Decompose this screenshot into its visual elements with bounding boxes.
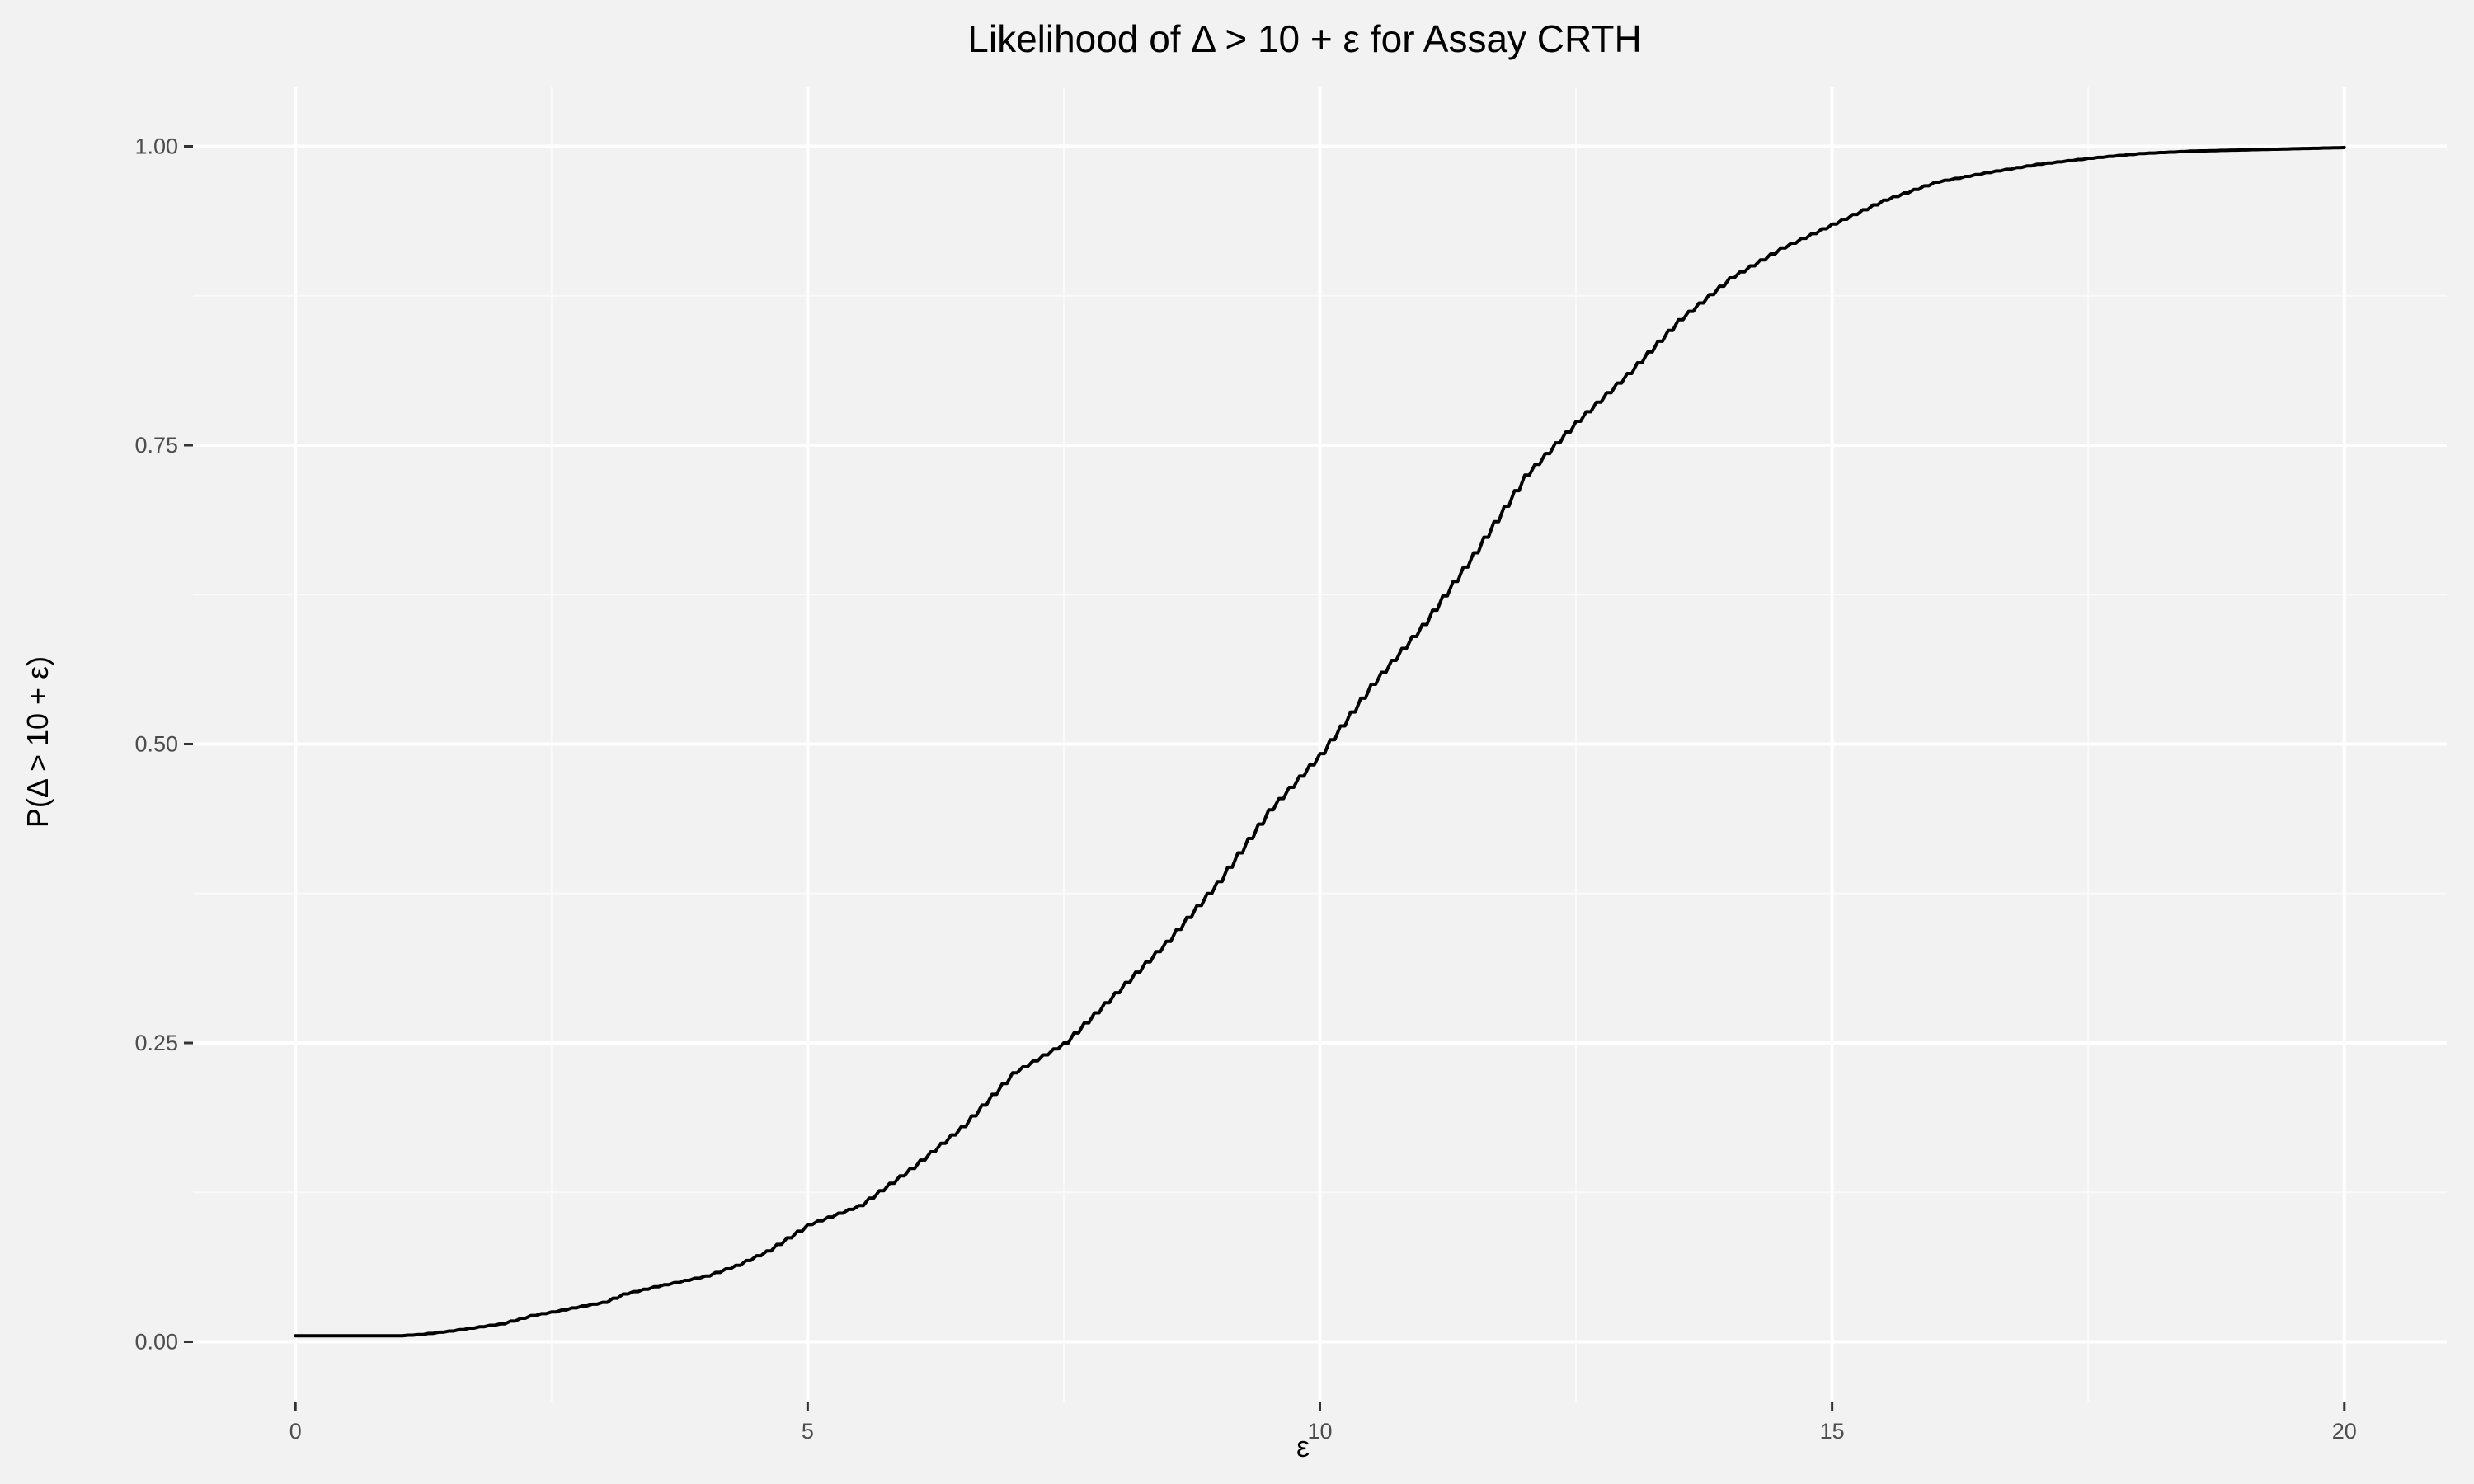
y-tick-label: 0.50 bbox=[134, 732, 178, 757]
x-tick-label: 15 bbox=[1820, 1419, 1845, 1444]
x-tick-label: 0 bbox=[289, 1419, 302, 1444]
grid-major bbox=[193, 87, 2447, 1402]
x-axis: 0 5 10 15 20 bbox=[289, 1402, 2357, 1444]
y-tick-label: 1.00 bbox=[134, 134, 178, 159]
x-axis-title: ε bbox=[1296, 1430, 1310, 1463]
x-tick-label: 20 bbox=[2332, 1419, 2357, 1444]
series-line bbox=[294, 145, 2346, 1338]
chart-title: Likelihood of Δ > 10 + ε for Assay CRTH bbox=[967, 17, 1641, 60]
y-tick-label: 0.75 bbox=[134, 433, 178, 458]
y-axis: 0.00 0.25 0.50 0.75 1.00 bbox=[134, 134, 193, 1355]
y-axis-title: P(Δ > 10 + ε) bbox=[21, 656, 54, 828]
x-tick-label: 10 bbox=[1307, 1419, 1332, 1444]
y-tick-label: 0.25 bbox=[134, 1031, 178, 1055]
x-tick-label: 5 bbox=[802, 1419, 814, 1444]
y-tick-label: 0.00 bbox=[134, 1330, 178, 1355]
